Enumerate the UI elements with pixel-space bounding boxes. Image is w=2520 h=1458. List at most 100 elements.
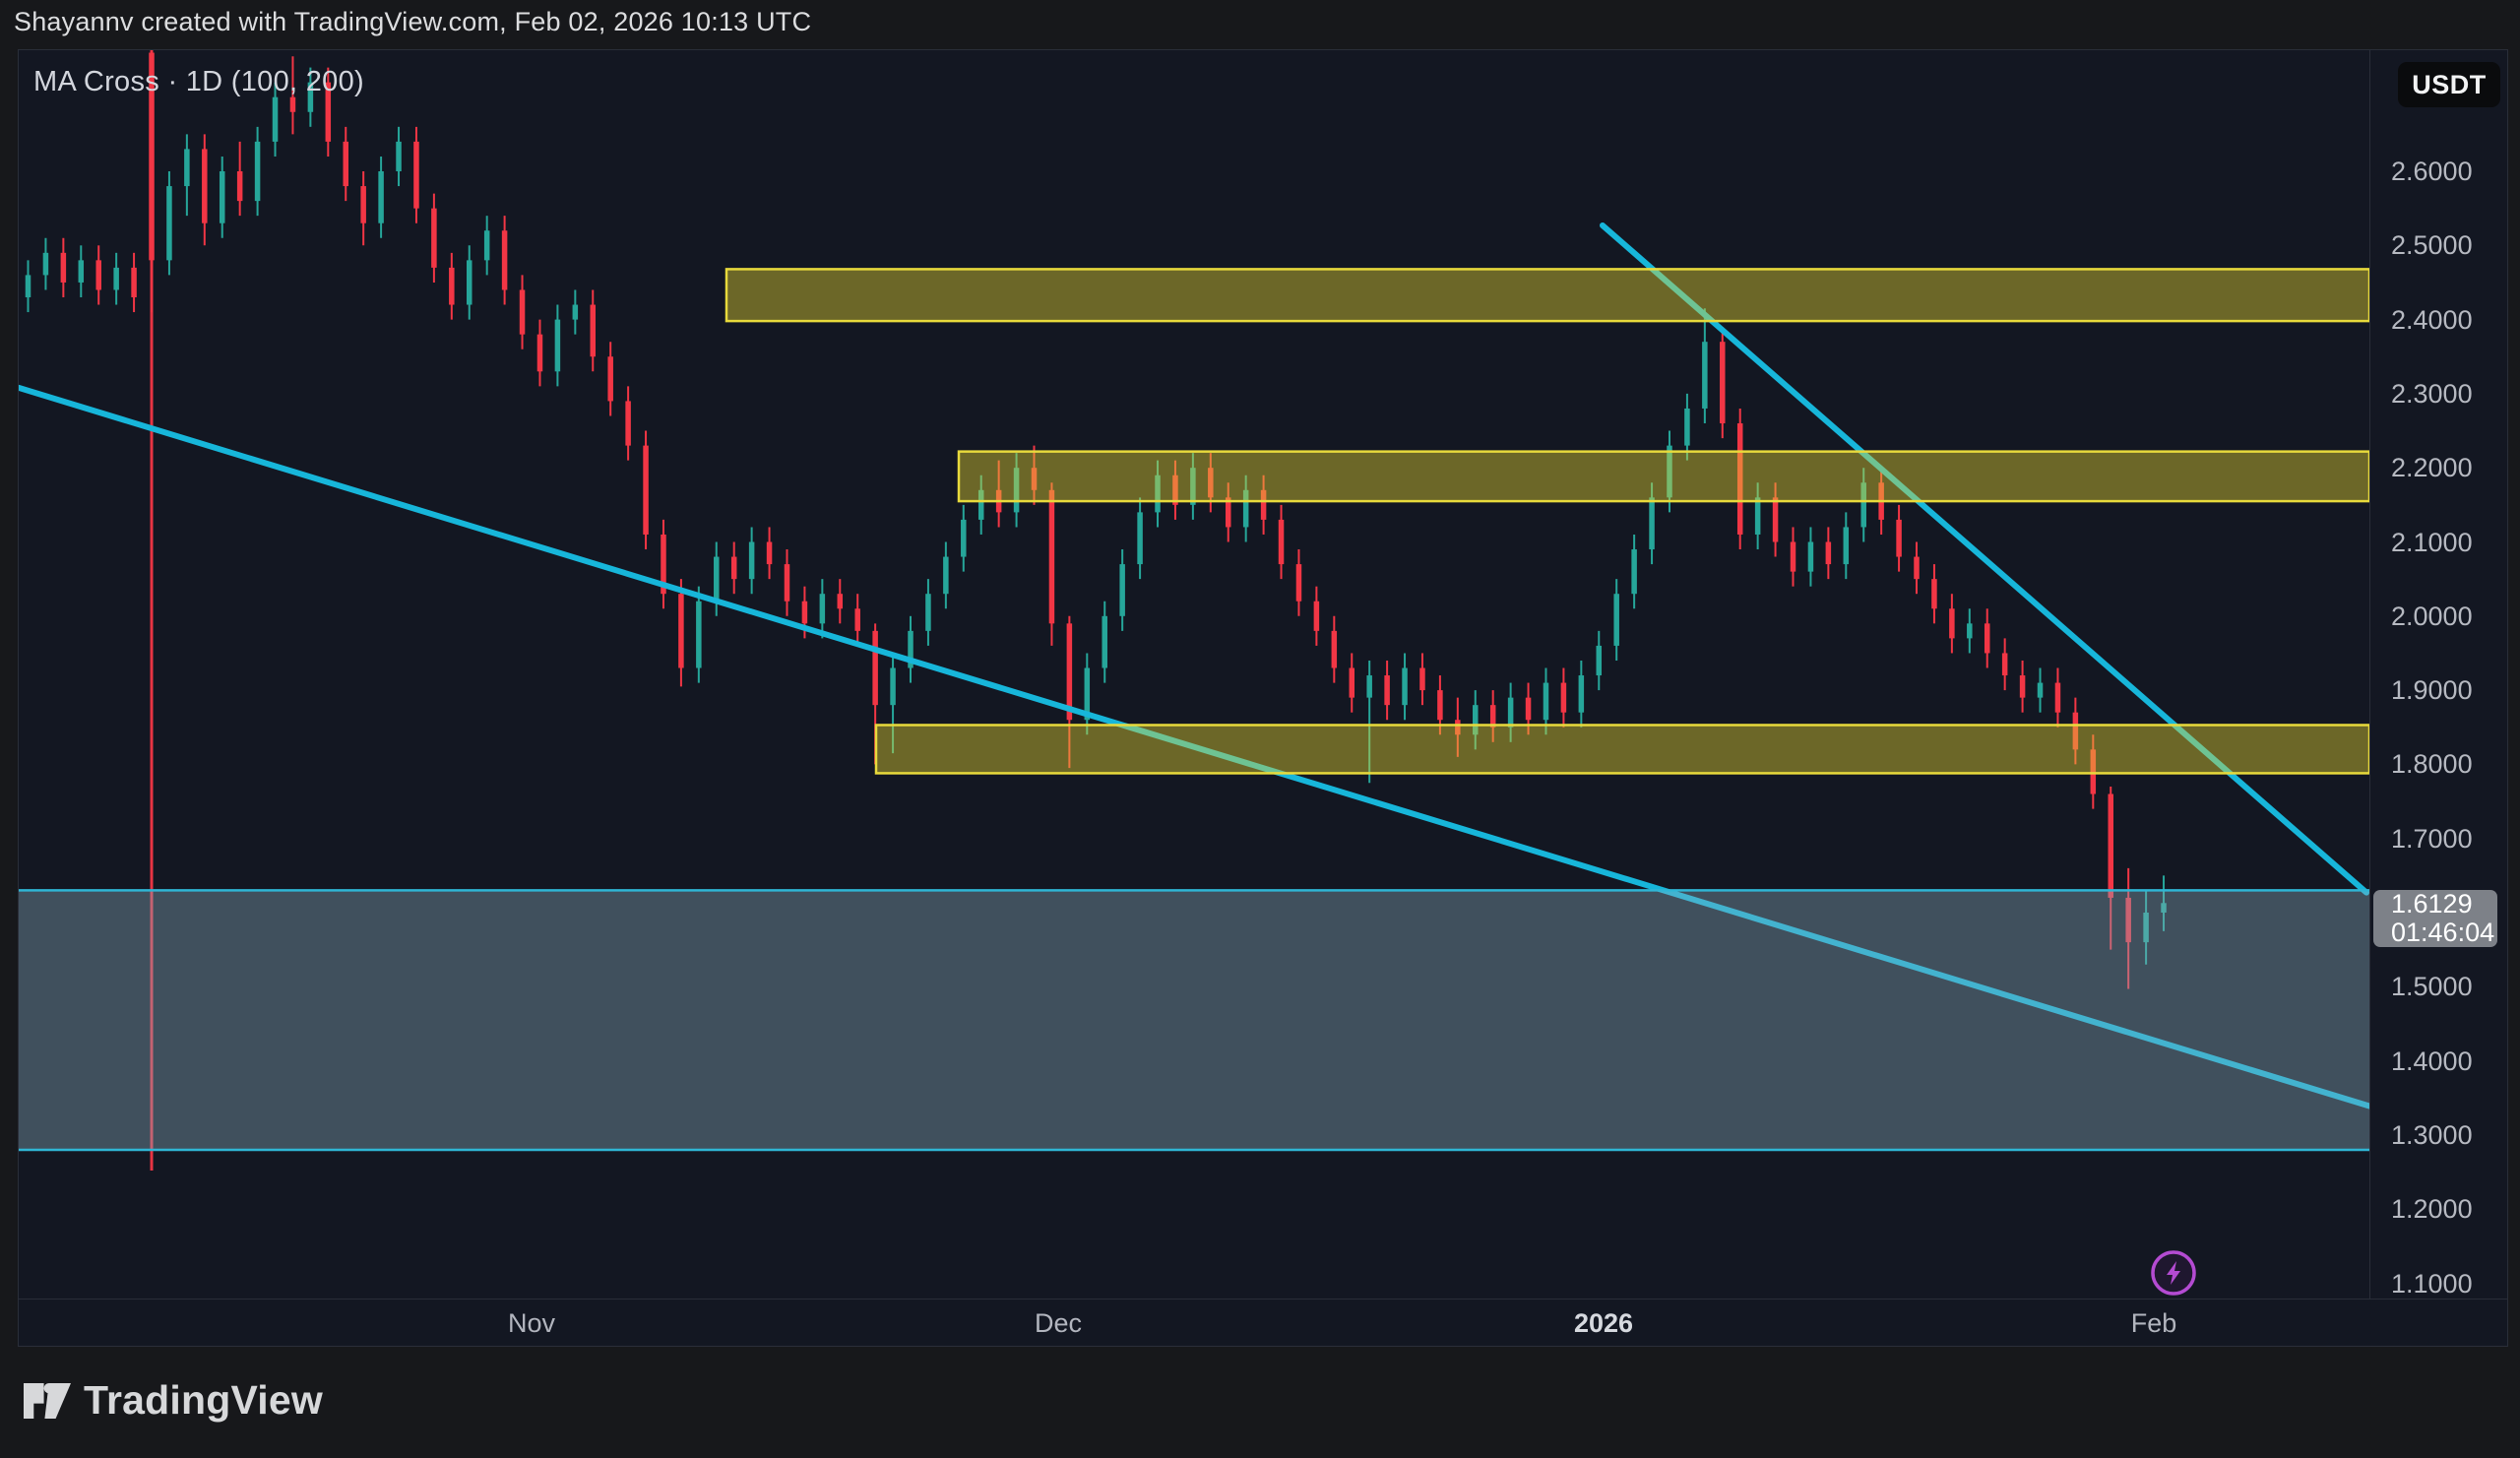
candle-body: [413, 141, 419, 209]
price-tick-label: 2.4000: [2391, 304, 2473, 335]
candle-body: [2161, 903, 2167, 913]
candle-body: [378, 171, 384, 223]
candle-body: [1402, 667, 1408, 706]
candle-body: [590, 304, 597, 357]
candle-body: [60, 252, 67, 283]
candle-body: [360, 186, 366, 223]
time-axis-month-label: Feb: [2130, 1308, 2177, 1338]
candle-body: [1984, 623, 1990, 654]
candle-body: [1560, 682, 1567, 713]
candle-body: [1031, 468, 1038, 490]
candle-body: [1419, 667, 1425, 691]
candle-body: [854, 608, 860, 631]
candle-body: [1843, 527, 1850, 565]
time-axis-month-label: Nov: [507, 1308, 556, 1338]
candle-body: [2143, 913, 2149, 943]
candle-body: [1702, 342, 1708, 409]
candle-body: [501, 230, 508, 290]
candle-body: [42, 252, 49, 276]
price-tick-label: 2.3000: [2391, 378, 2473, 409]
currency-badge[interactable]: USDT: [2398, 62, 2500, 107]
candle-body: [166, 186, 172, 261]
candle-body: [925, 594, 931, 631]
candle-body: [890, 667, 896, 706]
candle-body: [1489, 705, 1496, 728]
candle-body: [1578, 675, 1585, 713]
long-term-descending-trendline[interactable]: [19, 384, 2369, 1109]
candle-body: [1084, 667, 1091, 721]
candle-body: [661, 534, 666, 595]
candle-body: [572, 304, 579, 320]
candle-body: [483, 230, 490, 261]
candle-body: [1190, 468, 1196, 505]
price-tick-label: 2.1000: [2391, 527, 2473, 557]
candle-body: [607, 356, 613, 402]
candle-body: [1720, 342, 1726, 424]
price-tick-label: 1.1000: [2391, 1268, 2473, 1299]
candle-body: [1331, 630, 1338, 668]
price-tick-label: 1.5000: [2391, 972, 2473, 1002]
candle-body: [696, 601, 702, 668]
candle-body: [1631, 549, 1637, 595]
candle-body: [625, 401, 631, 446]
candle-body: [1102, 615, 1107, 668]
candle-body: [131, 267, 137, 298]
candle-body: [1507, 697, 1514, 728]
candle-body: [536, 334, 543, 372]
candle-body: [1366, 675, 1372, 698]
demand-zone-1.28-1.63[interactable]: [19, 890, 2369, 1150]
price-axis[interactable]: USDT 1.6129 01:46:04 2.6000 2.5000 2.4000 2…: [2369, 50, 2507, 1299]
candle-body: [801, 601, 808, 624]
steep-descending-trendline[interactable]: [1600, 222, 2369, 896]
candle-body: [1349, 667, 1354, 698]
candle-body: [1208, 468, 1214, 498]
candle-body: [1949, 608, 1955, 639]
candle-body: [2125, 897, 2131, 943]
chart-widget: MA Cross · 1D (100, 200) USDT 1.6129 01:…: [18, 49, 2508, 1347]
candle-body: [343, 141, 348, 187]
candle-body: [872, 630, 878, 706]
candle-body: [943, 556, 949, 595]
price-tick-label: 1.4000: [2391, 1046, 2473, 1076]
resistance-zone-2.40-2.47[interactable]: [724, 268, 2369, 323]
time-axis[interactable]: Nov Dec 2026 Feb: [19, 1299, 2507, 1346]
candle-body: [1914, 556, 1920, 580]
candle-body: [643, 445, 649, 535]
candle-body: [1772, 497, 1779, 542]
candle-body: [766, 541, 773, 565]
chart-pane[interactable]: MA Cross · 1D (100, 200): [19, 50, 2369, 1299]
candle-body: [1172, 475, 1178, 505]
candle-body: [1295, 564, 1302, 602]
last-price-value: 1.6129: [2391, 889, 2473, 919]
candle-body: [202, 149, 208, 223]
indicator-legend[interactable]: MA Cross · 1D (100, 200): [33, 66, 364, 97]
candle-body: [1807, 541, 1814, 572]
candle-body: [714, 556, 720, 602]
candle-body: [1473, 705, 1479, 735]
price-tick-label: 2.6000: [2391, 157, 2473, 186]
candle-body: [219, 171, 225, 223]
candle-body: [289, 96, 296, 112]
candle-body: [254, 141, 261, 202]
candle-body: [1525, 697, 1532, 721]
candle-body: [1543, 682, 1549, 721]
candle-body: [1613, 594, 1619, 646]
time-axis-month-label: Dec: [1034, 1308, 1083, 1338]
candle-body: [1825, 541, 1832, 565]
price-tick-label: 1.7000: [2391, 823, 2473, 854]
candle-body: [431, 208, 437, 268]
resistance-zone-1.79-1.85[interactable]: [874, 724, 2369, 775]
resistance-zone-2.16-2.22[interactable]: [957, 450, 2369, 503]
last-price-label: 1.6129 01:46:04: [2373, 889, 2497, 948]
candle-body: [977, 489, 984, 520]
tradingview-logo-icon: [24, 1382, 71, 1419]
candle-body: [1048, 489, 1055, 624]
chart-canvas: [19, 50, 2369, 1296]
candle-body: [149, 52, 155, 261]
candle-body: [1860, 482, 1866, 528]
time-axis-year-label: 2026: [1573, 1308, 1634, 1338]
candle-body: [1931, 579, 1937, 609]
price-tick-label: 1.9000: [2391, 675, 2473, 706]
candle-body: [1967, 623, 1973, 639]
price-tick-label: 1.3000: [2391, 1119, 2473, 1150]
